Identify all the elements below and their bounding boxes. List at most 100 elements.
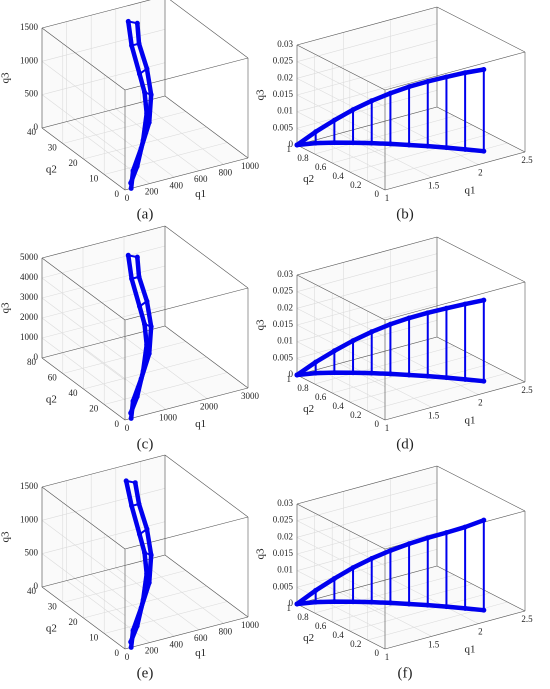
grid-line <box>314 574 455 614</box>
y-tick-label: 10 <box>89 174 99 184</box>
point <box>369 599 375 605</box>
y-tick-label: 20 <box>89 404 99 414</box>
grid-line <box>343 362 432 408</box>
z-tick-label: 1000 <box>20 55 39 65</box>
point <box>443 145 449 151</box>
y-tick-label: 0.8 <box>297 612 309 622</box>
grid-line <box>41 245 166 279</box>
box-edge <box>296 565 438 605</box>
point <box>132 480 138 486</box>
x-tick-label: 1000 <box>159 412 178 422</box>
grid-line <box>343 591 432 637</box>
box-edge <box>436 565 526 612</box>
point <box>443 305 449 311</box>
point <box>406 601 412 607</box>
point <box>144 66 150 72</box>
point <box>128 410 134 416</box>
y-tick-label: 0 <box>375 648 380 658</box>
x-tick-label: 2 <box>478 168 483 178</box>
point <box>443 604 449 610</box>
y-tick-label: 40 <box>69 388 79 398</box>
y-tick-label: 10 <box>89 633 99 643</box>
grid-line <box>62 341 186 374</box>
grid-line <box>296 270 438 309</box>
grid-line <box>296 303 438 342</box>
z-tick-label: 4000 <box>20 272 39 282</box>
point <box>313 140 319 146</box>
grid-line <box>349 363 490 403</box>
box-edge <box>436 106 526 153</box>
point <box>462 376 468 382</box>
point <box>406 315 412 321</box>
point <box>144 526 150 532</box>
point <box>134 163 140 169</box>
box-edge <box>164 225 249 289</box>
box-edge <box>384 151 526 191</box>
box-edge <box>41 257 126 321</box>
grid-line <box>296 515 438 555</box>
y-tick-label: 20 <box>69 158 79 168</box>
grid-line <box>41 265 166 299</box>
z-axis-label: q3 <box>0 531 12 543</box>
point <box>313 587 319 593</box>
box-edge <box>436 6 526 53</box>
point <box>129 276 135 282</box>
grid-line <box>390 119 479 165</box>
box-edge <box>169 0 249 59</box>
point <box>443 530 449 536</box>
point <box>128 415 134 421</box>
grid-line <box>41 337 126 401</box>
box-edge <box>124 616 249 650</box>
y-tick-label: 0 <box>115 189 120 199</box>
point <box>462 301 468 307</box>
x-tick-label: 2.5 <box>521 385 533 395</box>
panel: 0100020003000020406080010002000300040005… <box>0 225 260 452</box>
grid-line <box>296 537 386 583</box>
box-edge <box>124 287 249 321</box>
point <box>387 548 393 554</box>
y-tick-label: 0 <box>115 419 120 429</box>
y-tick-label: 1 <box>287 144 292 154</box>
z-tick-label: 0.03 <box>277 498 293 508</box>
box-edge <box>296 603 386 650</box>
point <box>369 140 375 146</box>
point <box>425 602 431 608</box>
point <box>128 644 134 650</box>
point <box>406 372 412 378</box>
y-axis-label: q2 <box>46 163 57 175</box>
point <box>425 143 431 149</box>
caption: (b) <box>396 206 414 222</box>
x-tick-label: 2 <box>478 627 483 637</box>
box-edge <box>164 554 249 618</box>
point <box>137 71 143 77</box>
point <box>134 394 140 400</box>
z-tick-label: 0.02 <box>277 302 293 312</box>
box-edge <box>384 381 526 421</box>
grid-line <box>41 29 166 62</box>
z-tick-label: 0.005 <box>273 122 294 132</box>
z-tick-label: 1000 <box>20 332 39 342</box>
x-tick-label: 800 <box>219 167 233 177</box>
x-tick-label: 1000 <box>241 620 260 630</box>
grid-line <box>296 549 438 588</box>
box-edge <box>41 454 166 488</box>
point <box>387 321 393 327</box>
box-edge <box>124 387 249 421</box>
x-axis-label: q1 <box>195 647 206 659</box>
z-tick-label: 0.015 <box>273 548 294 558</box>
point <box>350 107 356 113</box>
y-tick-label: 0.2 <box>350 639 361 649</box>
box-edge <box>296 465 438 505</box>
point <box>331 348 337 354</box>
z-tick-label: 0.01 <box>277 336 293 346</box>
y-tick-label: 0.4 <box>333 630 345 640</box>
y-axis-label: q2 <box>303 173 314 185</box>
grid-line <box>296 90 438 129</box>
y-tick-label: 0.4 <box>333 171 345 181</box>
x-tick-label: 2.5 <box>521 155 533 165</box>
point <box>481 148 487 154</box>
grid-line <box>41 297 126 361</box>
box-edge <box>384 281 526 321</box>
x-tick-label: 0 <box>125 193 130 203</box>
